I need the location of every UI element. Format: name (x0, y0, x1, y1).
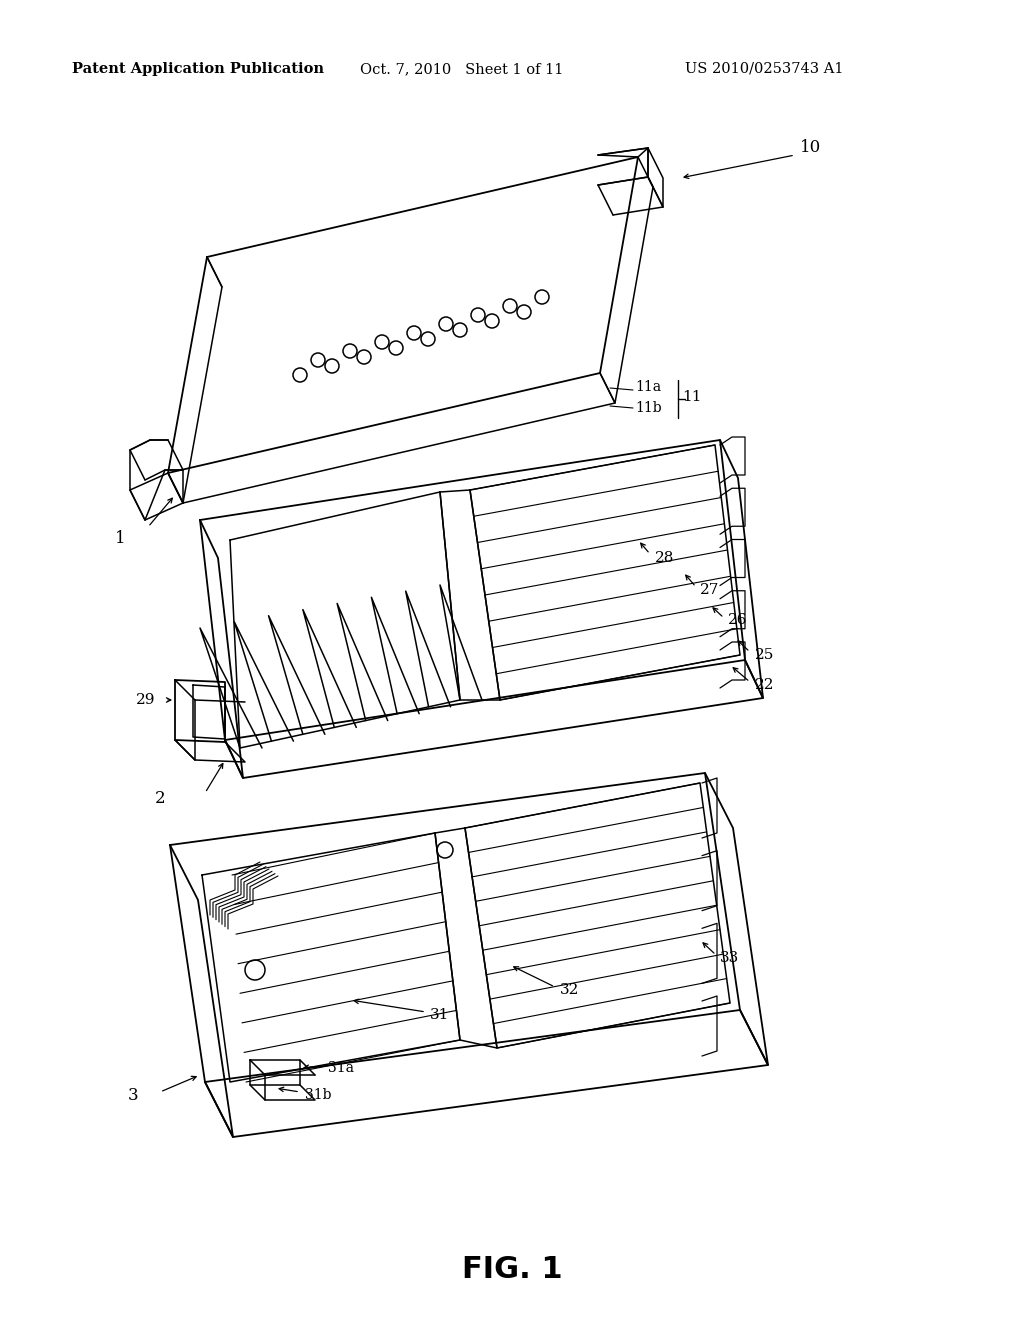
Text: 10: 10 (800, 140, 821, 157)
Text: 28: 28 (655, 550, 675, 565)
Text: Patent Application Publication: Patent Application Publication (72, 62, 324, 77)
Text: FIG. 1: FIG. 1 (462, 1255, 562, 1284)
Text: 11: 11 (682, 389, 701, 404)
Text: 3: 3 (128, 1086, 138, 1104)
Text: 31a: 31a (328, 1061, 354, 1074)
Text: 25: 25 (755, 648, 774, 663)
Text: 27: 27 (700, 583, 720, 597)
Text: 31: 31 (430, 1008, 450, 1022)
Text: 11a: 11a (635, 380, 662, 393)
Text: 2: 2 (155, 789, 166, 807)
Text: 26: 26 (728, 612, 748, 627)
Text: 32: 32 (560, 983, 580, 997)
Text: US 2010/0253743 A1: US 2010/0253743 A1 (685, 62, 844, 77)
Text: Oct. 7, 2010   Sheet 1 of 11: Oct. 7, 2010 Sheet 1 of 11 (360, 62, 563, 77)
Text: 33: 33 (720, 950, 739, 965)
Text: 31b: 31b (305, 1088, 332, 1102)
Text: 22: 22 (755, 678, 774, 692)
Text: 1: 1 (115, 531, 126, 546)
Text: 29: 29 (135, 693, 155, 708)
Text: 11b: 11b (635, 401, 662, 414)
